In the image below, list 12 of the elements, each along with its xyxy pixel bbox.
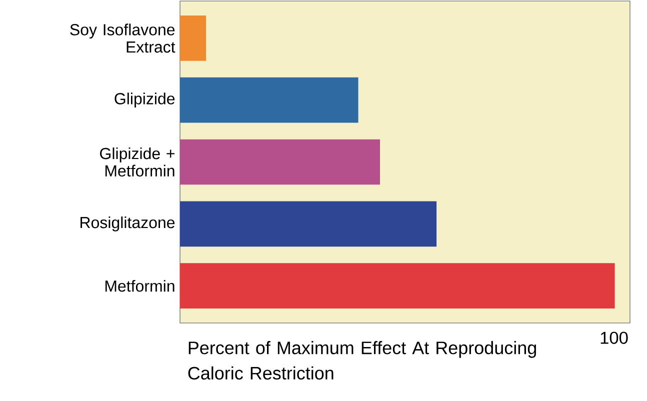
x-axis-title: Percent of Maximum Effect At Reproducing Caloric Restriction (188, 341, 536, 380)
y-tick-label: Metformin (105, 280, 174, 292)
text: 100 (600, 332, 628, 344)
bar (180, 139, 380, 185)
y-tick-label: Soy Isoflavone Extract (70, 24, 176, 53)
y-tick-label: Rosiglitazone (80, 216, 175, 232)
bar (180, 263, 615, 309)
y-tick-label: Glipizide (114, 92, 175, 108)
bar (180, 201, 437, 247)
y-tick-label: Glipizide + Metformin (100, 147, 174, 177)
bar (180, 15, 206, 61)
bar (180, 77, 358, 123)
